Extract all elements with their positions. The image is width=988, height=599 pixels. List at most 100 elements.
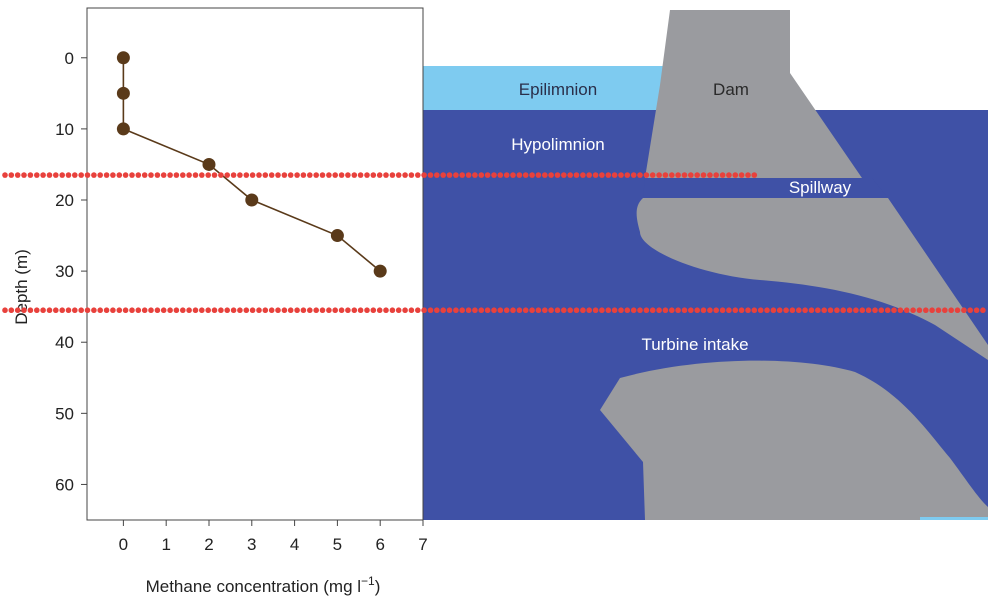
reference-line-dot: [8, 172, 15, 178]
reference-line-dot: [751, 172, 758, 178]
reference-line-dot: [192, 172, 199, 178]
reference-line-dot: [973, 307, 980, 314]
reference-line-dot: [738, 172, 745, 178]
reference-line-dot: [116, 307, 123, 314]
reference-line-dot: [2, 307, 8, 314]
reference-line-dot: [789, 307, 796, 314]
reference-line-dot: [395, 172, 402, 178]
reference-line-dot: [757, 307, 764, 314]
dam-label: Dam: [713, 80, 749, 99]
reference-line-dot: [726, 172, 732, 178]
reference-line-dot: [59, 172, 65, 178]
reference-line-dot: [338, 172, 345, 178]
reference-line-dot: [167, 172, 173, 178]
reference-line-dot: [783, 307, 789, 314]
reference-line-dot: [802, 307, 808, 314]
reference-line-dot: [897, 307, 904, 314]
reference-line-dot: [459, 172, 466, 178]
reference-line-dot: [935, 307, 942, 314]
reference-line-dot: [364, 172, 370, 178]
reference-line-dot: [313, 307, 320, 314]
spillway-channel: [643, 178, 888, 198]
reference-line-dot: [173, 172, 180, 178]
reference-line-dot: [237, 172, 243, 178]
reference-line-dot: [34, 307, 40, 314]
reference-line-dot: [434, 172, 440, 178]
reference-line-dot: [478, 172, 485, 178]
reference-line-dot: [465, 172, 472, 178]
reference-line-dot: [567, 172, 573, 178]
y-tick-label: 60: [55, 475, 74, 494]
reference-line-dot: [27, 172, 34, 178]
reference-line-dot: [516, 172, 523, 178]
reference-line-dot: [637, 307, 643, 314]
x-tick-label: 6: [375, 535, 384, 554]
reference-line-dot: [872, 307, 878, 314]
reference-line-dot: [694, 172, 700, 178]
reference-line-dot: [91, 307, 97, 314]
reference-line-dot: [516, 307, 523, 314]
reference-line-dot: [103, 307, 110, 314]
reference-line-dot: [662, 172, 669, 178]
reference-line-dot: [129, 307, 135, 314]
reference-line-dot: [319, 307, 326, 314]
reference-line-dot: [529, 172, 535, 178]
reference-line-dot: [268, 172, 275, 178]
reference-line-dot: [459, 307, 466, 314]
reference-line-dot: [224, 172, 230, 178]
reference-line-dot: [865, 307, 872, 314]
reference-line-dot: [878, 307, 885, 314]
reference-line-dot: [154, 172, 161, 178]
reference-line-dot: [249, 307, 256, 314]
hypolimnion-label: Hypolimnion: [511, 135, 605, 154]
reference-line-dot: [770, 307, 777, 314]
reference-line-dot: [630, 172, 637, 178]
reference-line-dot: [14, 172, 21, 178]
reference-line-dot: [554, 172, 561, 178]
reference-line-dot: [332, 307, 339, 314]
reference-line-dot: [700, 172, 707, 178]
reference-line-dot: [218, 172, 224, 178]
reference-line-dot: [923, 307, 929, 314]
reference-line-dot: [942, 307, 948, 314]
x-tick-label: 2: [204, 535, 213, 554]
reference-line-dot: [472, 307, 478, 314]
y-tick-label: 50: [55, 404, 74, 423]
reference-line-dot: [453, 172, 459, 178]
reference-line-dot: [78, 172, 84, 178]
reference-line-dot: [34, 172, 40, 178]
reference-line-dot: [287, 307, 294, 314]
reference-line-dot: [135, 172, 142, 178]
reference-line-dot: [53, 172, 59, 178]
reference-line-dot: [548, 172, 554, 178]
reference-line-dot: [649, 172, 656, 178]
reference-line-dot: [916, 307, 923, 314]
reference-lines: [2, 172, 986, 314]
reference-line-dot: [719, 172, 726, 178]
reference-line-dot: [929, 307, 935, 314]
reference-line-dot: [256, 172, 262, 178]
reference-line-dot: [522, 172, 529, 178]
reference-line-dot: [840, 307, 846, 314]
reference-line-dot: [688, 172, 694, 178]
reference-line-dot: [599, 172, 605, 178]
reference-line-dot: [97, 172, 103, 178]
reference-line-dot: [745, 172, 751, 178]
x-axis-ticks: 0 1 2 3 4 5 6 7: [119, 520, 428, 554]
reference-line-dot: [484, 307, 491, 314]
reference-line-dot: [580, 172, 586, 178]
data-point: [330, 229, 344, 243]
reference-line-dot: [141, 307, 148, 314]
reference-line-dot: [491, 172, 497, 178]
reference-line-dot: [160, 172, 167, 178]
plot-area: [86, 7, 424, 521]
y-tick-label: 10: [55, 120, 74, 139]
reference-line-dot: [694, 307, 700, 314]
reference-line-dot: [542, 172, 548, 178]
base-strip: [920, 517, 988, 520]
reference-line-dot: [135, 307, 142, 314]
reference-line-dot: [808, 307, 815, 314]
x-tick-label: 1: [161, 535, 170, 554]
reference-line-dot: [370, 307, 377, 314]
